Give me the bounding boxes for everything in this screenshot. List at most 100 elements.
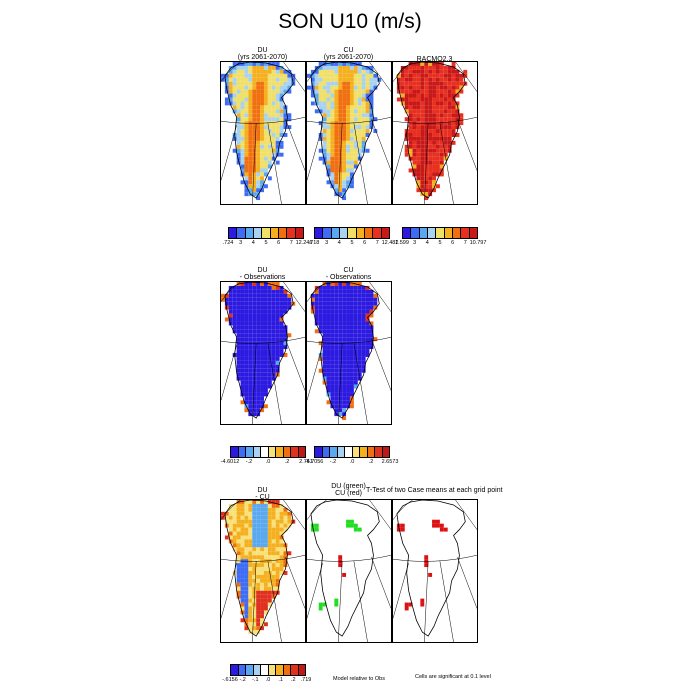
- grid-cell: [353, 337, 358, 342]
- grid-cell: [232, 301, 237, 306]
- grid-cell: [318, 109, 323, 114]
- grid-cell: [318, 65, 323, 70]
- grid-cell: [236, 144, 241, 149]
- grid-cell: [263, 598, 268, 603]
- grid-cell: [267, 293, 272, 298]
- grid-cell: [244, 602, 249, 607]
- grid-cell: [330, 117, 335, 122]
- grid-cell: [334, 282, 339, 286]
- grid-cell: [256, 586, 261, 591]
- grid-cell: [287, 511, 292, 516]
- grid-cell: [322, 353, 327, 357]
- grid-cell: [346, 148, 350, 153]
- grid-cell: [267, 356, 272, 361]
- grid-cell: [256, 503, 261, 508]
- colorbar-tick-label: -.2: [239, 677, 246, 683]
- grid-cell: [267, 101, 272, 106]
- grid-cell: [256, 77, 261, 82]
- grid-cell: [404, 69, 409, 74]
- grid-cell: [228, 89, 233, 94]
- grid-cell: [263, 133, 268, 137]
- grid-cell: [248, 582, 253, 587]
- grid-cell: [322, 317, 327, 322]
- colorbar-tick-label: -.2: [329, 459, 337, 465]
- grid-cell: [260, 93, 264, 98]
- grid-cell: [455, 69, 460, 74]
- grid-cell: [244, 384, 249, 389]
- grid-cell: [326, 97, 331, 102]
- grid-cell: [447, 109, 452, 114]
- grid-cell: [260, 333, 264, 338]
- grid-cell: [275, 313, 280, 318]
- grid-cell: [256, 85, 261, 90]
- grid-cell: [267, 567, 272, 571]
- grid-cell: [334, 309, 339, 314]
- grid-cell: [224, 81, 229, 86]
- grid-cell: [318, 85, 323, 90]
- grid-cell: [240, 582, 245, 587]
- grid-cell: [224, 293, 229, 298]
- grid-cell: [314, 289, 319, 294]
- grid-cell: [244, 408, 249, 413]
- grid-cell: [248, 376, 253, 381]
- grid-cell: [353, 113, 358, 118]
- colorbar-boxes: [230, 664, 306, 676]
- grid-cell: [420, 156, 425, 161]
- grid-cell: [349, 160, 354, 165]
- colorbar-du-obs: -4.6012 -.2.0.2 2.751: [221, 446, 313, 466]
- grid-cell: [252, 77, 257, 82]
- grid-cell: [334, 293, 339, 298]
- grid-cell: [432, 168, 436, 173]
- grid-cell: [342, 93, 347, 98]
- grid-cell: [256, 81, 261, 86]
- grid-cell: [338, 396, 343, 401]
- grid-cell: [224, 301, 229, 306]
- graticule-line: [439, 561, 454, 642]
- grid-cell: [260, 160, 264, 165]
- grid-cell: [330, 305, 335, 310]
- grid-cell: [322, 73, 327, 78]
- colorbar-tick-label: 4: [425, 240, 429, 246]
- grid-cell: [424, 192, 429, 197]
- grid-cell: [412, 73, 417, 78]
- colorbar-tick-label: .0: [349, 459, 355, 465]
- grid-cell: [263, 555, 268, 560]
- grid-cell: [346, 349, 350, 353]
- grid-cell: [338, 93, 343, 98]
- colorbar-labels: -4.7056 -.2.0.2 2.6573: [305, 458, 399, 466]
- grid-cell: [365, 117, 370, 122]
- grid-cell: [252, 519, 257, 524]
- grid-cell: [408, 109, 413, 114]
- grid-cell: [260, 69, 264, 74]
- grid-cell: [322, 69, 327, 74]
- grid-cell: [326, 148, 331, 153]
- panel-title-line1: DU: [257, 267, 268, 274]
- grid-cell: [353, 305, 358, 310]
- grid-cell: [236, 133, 241, 137]
- colorbar-box: [375, 447, 383, 457]
- grid-cell: [263, 500, 268, 504]
- panel-title-cu-future: CU (yrs 2061-2070): [306, 47, 391, 61]
- grid-cell: [283, 523, 288, 528]
- colorbar-tick-label: 3: [325, 240, 329, 246]
- grid-cell: [365, 97, 370, 102]
- grid-cell: [365, 337, 370, 342]
- grid-cell: [228, 301, 233, 306]
- colorbar-box: [461, 228, 470, 238]
- grid-cell: [260, 77, 264, 82]
- grid-cell: [353, 81, 358, 86]
- grid-cell: [346, 337, 350, 342]
- grid-cell: [271, 535, 276, 540]
- grid-cell: [263, 309, 268, 314]
- grid-cell: [271, 559, 276, 564]
- grid-cell: [263, 73, 268, 78]
- grid-cell: [267, 305, 272, 310]
- grid-cell: [271, 503, 276, 508]
- grid-cell: [357, 309, 362, 314]
- grid-cell: [435, 77, 440, 82]
- grid-cell: [369, 125, 374, 130]
- grid-cell: [232, 65, 237, 70]
- grid-cell: [248, 105, 253, 110]
- grid-cell: [228, 321, 233, 326]
- grid-cell: [396, 77, 401, 82]
